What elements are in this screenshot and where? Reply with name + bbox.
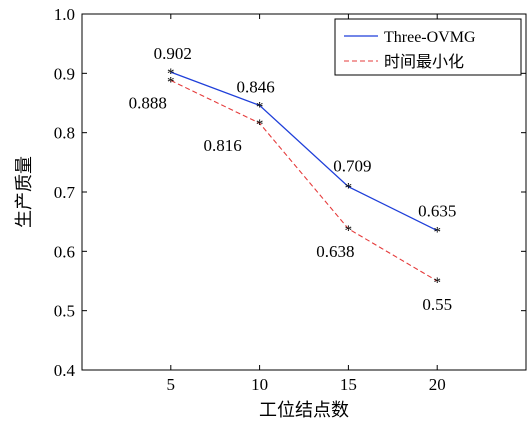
data-point-series-1: * (433, 275, 441, 291)
data-point-three-ovmg: * (167, 66, 175, 82)
data-point-series-1: * (167, 74, 175, 90)
data-label-three-ovmg: 0.709 (333, 157, 371, 176)
y-axis: 0.4 0.5 0.6 0.7 0.8 0.9 1.0 (54, 5, 526, 380)
series-line-series-1 (170, 80, 438, 282)
series-layer: ******** (167, 66, 441, 291)
data-point-three-ovmg: * (345, 181, 353, 197)
y-tick-label: 0.9 (54, 64, 75, 83)
y-tick-label: 1.0 (54, 5, 75, 24)
data-label-three-ovmg: 0.846 (236, 77, 274, 96)
x-tick-label: 10 (251, 375, 268, 394)
y-tick-label: 0.4 (54, 361, 76, 380)
y-tick-label: 0.6 (54, 242, 75, 261)
x-tick-label: 15 (340, 375, 357, 394)
x-tick-label: 5 (167, 375, 176, 394)
data-label-series-1: 0.638 (316, 242, 354, 261)
data-label-three-ovmg: 0.635 (418, 202, 456, 221)
data-label-three-ovmg: 0.902 (154, 44, 192, 63)
data-point-three-ovmg: * (256, 99, 264, 115)
legend: Three-OVMG 时间最小化 (334, 18, 522, 76)
y-tick-label: 0.8 (54, 124, 75, 143)
x-tick-label: 20 (429, 375, 446, 394)
legend-box (334, 18, 522, 76)
y-tick-label: 0.7 (54, 183, 76, 202)
y-axis-title: 生产质量 (14, 156, 34, 228)
data-point-series-1: * (256, 117, 264, 133)
data-point-three-ovmg: * (433, 225, 441, 241)
y-tick-label: 0.5 (54, 302, 75, 321)
data-label-series-1: 0.888 (129, 93, 167, 112)
legend-label-time-min: 时间最小化 (384, 53, 464, 71)
series-line-three-ovmg (170, 71, 438, 232)
data-point-series-1: * (345, 223, 353, 239)
legend-label-three-ovmg: Three-OVMG (384, 29, 476, 46)
x-axis-title: 工位结点数 (259, 400, 349, 420)
x-axis: 5 10 15 20 (167, 14, 446, 394)
data-labels: 0.902 0.846 0.709 0.635 0.888 0.816 0.638 0.55 (129, 44, 457, 314)
data-label-series-1: 0.55 (422, 295, 452, 314)
data-label-series-1: 0.816 (203, 136, 241, 155)
